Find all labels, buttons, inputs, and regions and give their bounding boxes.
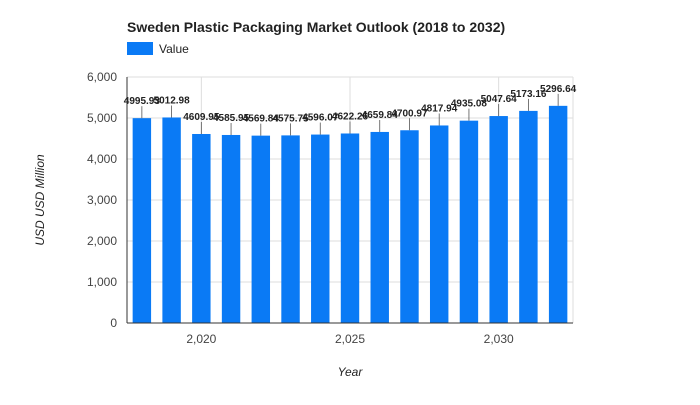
axes: 0 1,000 2,000 3,000 4,000 5,000 6,000 2,020 2,02…: [87, 70, 573, 346]
y-tick-label: 5,000: [87, 111, 117, 125]
bar: [281, 135, 300, 323]
data-label: 4995.93: [124, 96, 161, 107]
bar: [459, 120, 479, 324]
x-axis-label: Year: [338, 365, 364, 379]
y-tick-label: 0: [110, 316, 117, 330]
data-label: 4817.94: [421, 103, 458, 114]
data-label: 4700.97: [391, 108, 428, 119]
bar: [400, 130, 419, 323]
data-label: 4935.08: [451, 99, 488, 110]
data-label: 5012.98: [154, 95, 191, 106]
bar: [548, 105, 568, 323]
legend-label: Value: [159, 42, 189, 56]
x-tick-label: 2,030: [484, 332, 514, 346]
y-tick-label: 4,000: [87, 152, 117, 166]
chart-title: Sweden Plastic Packaging Market Outlook …: [127, 19, 505, 35]
bar: [132, 118, 152, 323]
data-label: 4575.75: [272, 113, 309, 124]
data-label: 5047.64: [481, 94, 518, 105]
y-tick-label: 1,000: [87, 275, 117, 289]
y-tick-label: 3,000: [87, 193, 117, 207]
data-label: 4659.84: [362, 110, 399, 121]
bar: [519, 110, 538, 323]
x-tick-label: 2,020: [186, 332, 216, 346]
bar: [429, 125, 449, 323]
bar: [162, 117, 181, 323]
data-label: 4596.07: [302, 113, 339, 124]
bar: [251, 135, 271, 323]
bar: [489, 116, 508, 324]
data-label: 5173.16: [510, 89, 547, 100]
y-tick-label: 2,000: [87, 234, 117, 248]
bars: [132, 105, 568, 324]
data-label: 5296.64: [540, 84, 577, 95]
bar: [221, 134, 241, 323]
y-axis-label: USD USD Million: [33, 154, 47, 246]
bar: [192, 133, 211, 323]
legend-swatch: [127, 42, 153, 55]
bar: [311, 134, 330, 323]
data-label: 4622.26: [332, 111, 369, 122]
bar: [340, 133, 360, 323]
x-tick-label: 2,025: [335, 332, 365, 346]
data-label: 4569.84: [243, 114, 280, 125]
bar: [370, 131, 389, 323]
data-label: 4585.95: [213, 113, 250, 124]
data-label: 4609.95: [183, 112, 220, 123]
y-tick-label: 6,000: [87, 70, 117, 84]
legend: Value: [127, 42, 189, 56]
